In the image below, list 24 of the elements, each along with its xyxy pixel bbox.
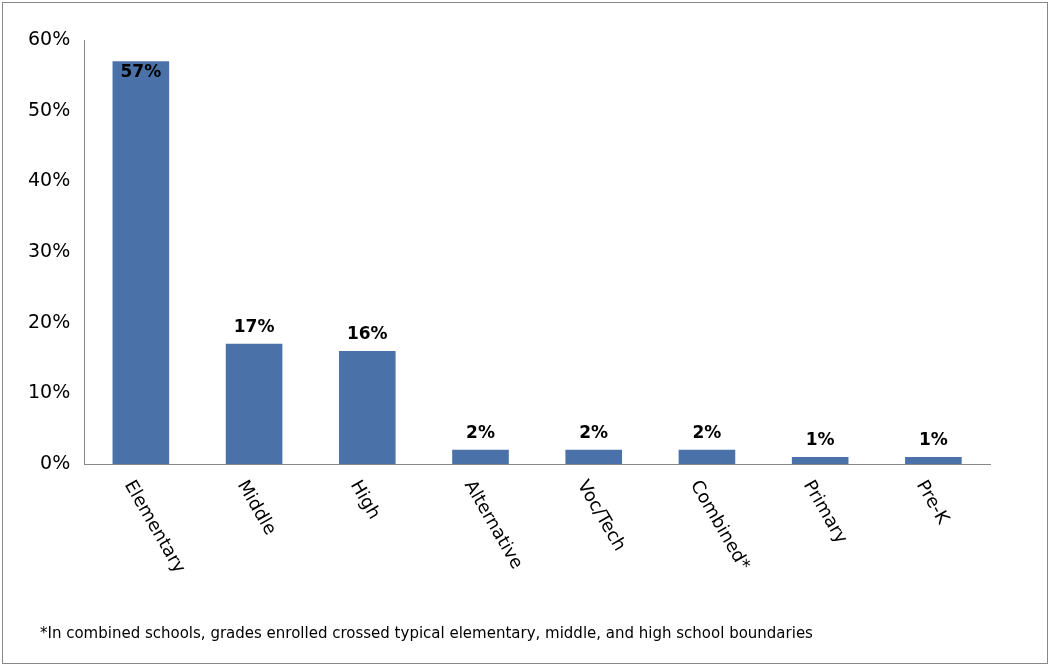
bar — [338, 350, 396, 464]
y-tick-label: 40% — [28, 168, 71, 191]
data-label: 16% — [346, 322, 388, 343]
data-label: 1% — [918, 428, 948, 449]
y-tick-label: 10% — [28, 380, 71, 403]
bar — [112, 61, 170, 464]
y-tick-label: 0% — [40, 450, 71, 473]
y-tick-label: 50% — [28, 97, 71, 120]
y-tick-label: 30% — [28, 238, 71, 261]
data-label: 2% — [692, 421, 722, 442]
text: *In combined schools, grades enrolled crossed typical elementary, middle, and high school boundaries — [40, 624, 813, 642]
data-label: 57% — [120, 61, 162, 82]
y-tick-label: 20% — [28, 309, 71, 332]
bar — [791, 456, 849, 464]
bar — [452, 449, 509, 464]
y-tick-label: 60% — [28, 26, 71, 49]
data-label: 17% — [233, 315, 275, 336]
bar — [225, 343, 283, 464]
bar — [678, 449, 736, 464]
data-label: 1% — [805, 428, 835, 449]
data-label: 2% — [466, 421, 495, 442]
data-label: 2% — [579, 421, 609, 442]
bar — [905, 456, 962, 464]
bar — [565, 449, 623, 464]
